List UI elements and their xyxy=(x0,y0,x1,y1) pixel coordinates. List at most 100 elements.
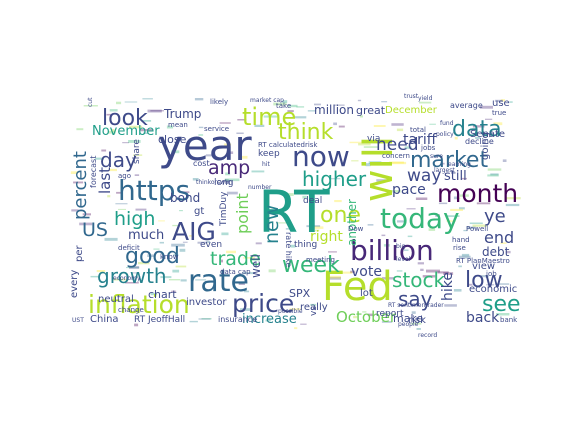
cloud-word: economic xyxy=(469,284,517,295)
filler-glyph xyxy=(108,130,116,134)
filler-glyph xyxy=(490,173,499,176)
filler-glyph xyxy=(242,272,255,275)
filler-glyph xyxy=(381,234,386,237)
filler-glyph xyxy=(126,267,140,269)
filler-glyph xyxy=(198,318,211,320)
cloud-word: price xyxy=(232,289,294,318)
filler-glyph xyxy=(106,113,112,116)
filler-glyph xyxy=(406,208,416,210)
cloud-word: say xyxy=(398,287,433,311)
filler-glyph xyxy=(180,191,190,193)
filler-glyph xyxy=(109,109,118,112)
filler-glyph xyxy=(147,254,154,257)
cloud-word: billion xyxy=(350,234,434,267)
filler-glyph xyxy=(300,323,307,325)
filler-glyph xyxy=(314,103,321,106)
cloud-word: RT xyxy=(258,178,330,246)
filler-glyph xyxy=(82,213,91,216)
filler-glyph xyxy=(454,136,458,140)
cloud-word: change xyxy=(118,306,144,314)
filler-glyph xyxy=(296,106,305,108)
filler-glyph xyxy=(226,151,234,154)
cloud-word: million xyxy=(314,103,354,117)
filler-glyph xyxy=(179,210,183,212)
filler-glyph xyxy=(509,101,513,103)
filler-glyph xyxy=(429,123,436,125)
cloud-word: Dow xyxy=(348,225,364,233)
filler-glyph xyxy=(310,303,317,306)
filler-glyph xyxy=(487,168,502,171)
filler-glyph xyxy=(416,328,421,330)
filler-glyph xyxy=(221,232,229,236)
filler-glyph xyxy=(334,200,342,203)
cloud-word: decline xyxy=(465,137,494,146)
filler-glyph xyxy=(189,320,198,323)
filler-glyph xyxy=(341,271,353,274)
filler-glyph xyxy=(108,168,117,172)
filler-glyph xyxy=(76,128,84,131)
filler-glyph xyxy=(244,290,250,293)
cloud-word: think xyxy=(278,120,334,145)
cloud-word: earning xyxy=(448,161,471,168)
filler-glyph xyxy=(294,327,298,330)
filler-glyph xyxy=(73,181,84,184)
filler-glyph xyxy=(150,110,164,112)
cloud-word: inflation xyxy=(88,290,190,319)
filler-glyph xyxy=(338,125,345,128)
cloud-word: Trump xyxy=(163,107,201,121)
cloud-word: AIG xyxy=(172,217,216,246)
filler-glyph xyxy=(476,202,491,205)
filler-glyph xyxy=(171,243,185,247)
cloud-word: market xyxy=(410,148,488,173)
filler-glyph xyxy=(443,272,454,275)
cloud-word: trade xyxy=(210,248,261,270)
filler-glyph xyxy=(206,240,211,244)
cloud-word: time xyxy=(242,103,296,131)
cloud-word: UST xyxy=(72,317,84,324)
cloud-word: keep xyxy=(258,149,280,159)
filler-glyph xyxy=(224,143,232,146)
filler-glyph xyxy=(381,101,388,103)
filler-glyph xyxy=(236,132,244,134)
cloud-word: number xyxy=(248,184,272,191)
cloud-word: thinkorswim xyxy=(196,179,233,186)
filler-glyph xyxy=(79,222,93,226)
cloud-word: today xyxy=(380,202,460,235)
filler-glyph xyxy=(459,207,465,210)
filler-glyph xyxy=(472,224,488,227)
cloud-word: amp xyxy=(208,157,250,179)
filler-glyph xyxy=(268,269,276,273)
filler-glyph xyxy=(329,275,341,279)
filler-glyph xyxy=(309,226,324,229)
cloud-word: increase xyxy=(242,312,297,327)
filler-glyph xyxy=(143,132,149,134)
cloud-word: know xyxy=(160,253,179,261)
filler-glyph xyxy=(426,269,440,273)
filler-glyph xyxy=(463,229,468,232)
cloud-word: average xyxy=(450,101,483,110)
filler-glyph xyxy=(282,100,288,103)
filler-glyph xyxy=(182,241,188,243)
cloud-word: hike xyxy=(440,272,456,301)
filler-glyph xyxy=(173,253,179,256)
filler-glyph xyxy=(129,266,140,269)
filler-glyph xyxy=(147,109,162,113)
filler-glyph xyxy=(243,257,255,259)
filler-glyph xyxy=(446,220,456,222)
cloud-word: October xyxy=(336,308,397,326)
filler-glyph xyxy=(458,265,462,268)
filler-glyph xyxy=(284,204,288,207)
cloud-word: report xyxy=(376,309,404,319)
filler-glyph xyxy=(441,162,445,165)
filler-glyph xyxy=(468,283,473,286)
filler-glyph xyxy=(201,318,212,320)
filler-glyph xyxy=(122,142,129,144)
filler-glyph xyxy=(134,174,140,176)
filler-glyph xyxy=(486,284,495,286)
filler-glyph xyxy=(107,195,111,198)
filler-glyph xyxy=(411,311,416,314)
filler-glyph xyxy=(197,241,207,244)
cloud-word: back xyxy=(466,310,500,326)
cloud-word: even xyxy=(200,240,222,250)
filler-glyph xyxy=(391,161,407,165)
